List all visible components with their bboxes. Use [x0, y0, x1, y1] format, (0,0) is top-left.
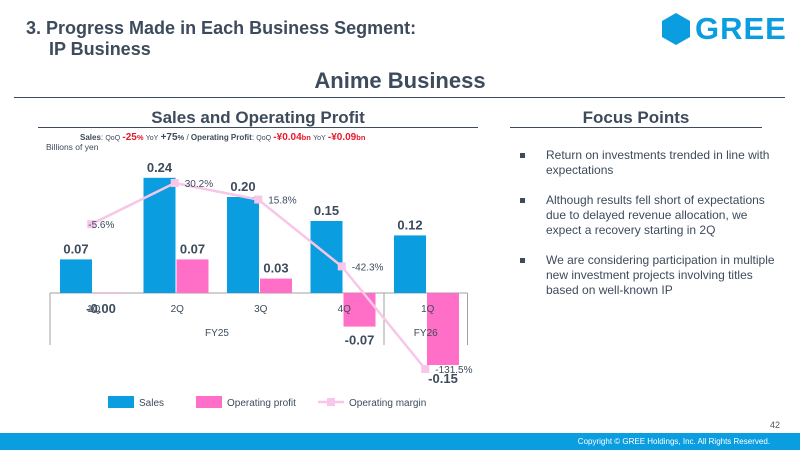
legend-sales-swatch: [108, 396, 134, 408]
summary-sales-yoy: +75: [160, 132, 178, 143]
operating-margin-label: 30.2%: [185, 179, 213, 190]
operating-profit-bar: [176, 259, 209, 293]
chart-heading: Sales and Operating Profit: [151, 108, 365, 127]
focus-points-list: Return on investments trended in line wi…: [520, 148, 775, 313]
operating-profit-value-label: -0.07: [345, 333, 375, 348]
slide-title-line2: IP Business: [49, 39, 151, 59]
summary-bn: bn: [301, 133, 311, 142]
sales-value-label: 0.12: [397, 217, 422, 232]
operating-margin-label: 15.8%: [268, 196, 296, 207]
hexagon-icon: [662, 13, 690, 45]
operating-margin-point: [254, 195, 263, 204]
logo-word: GREE: [695, 11, 787, 46]
x-tick-label: 4Q: [338, 304, 352, 315]
operating-profit-value-label: 0.03: [263, 261, 288, 276]
gree-logo: GREE: [660, 12, 787, 46]
focus-point-text: We are considering participation in mult…: [546, 253, 775, 297]
summary-sales-qoq: -25: [122, 132, 137, 143]
summary-op-yoy: -¥0.09: [327, 132, 357, 143]
operating-profit-bar: [427, 293, 459, 365]
sales-value-label: 0.24: [147, 160, 173, 175]
focus-point-item: Although results fell short of expectati…: [520, 193, 775, 238]
sales-value-label: 0.15: [314, 203, 339, 218]
sales-bar: [60, 259, 92, 293]
focus-point-text: Return on investments trended in line wi…: [546, 148, 770, 177]
copyright-text: Copyright © GREE Holdings, Inc. All Righ…: [577, 437, 770, 446]
operating-profit-bar: [343, 293, 376, 327]
square-bullet-icon: [520, 258, 525, 263]
summary-separator: /: [186, 133, 189, 142]
summary-op-label: Operating Profit: [190, 133, 252, 142]
operating-margin-point: [170, 179, 179, 187]
legend-sales-label: Sales: [139, 398, 164, 409]
sales-value-label: 0.20: [230, 179, 255, 194]
operating-margin-label: -5.6%: [88, 220, 114, 231]
chart-summary: Sales: QoQ -25% YoY +75% / Operating Pro…: [80, 132, 366, 143]
operating-margin-point: [421, 365, 430, 373]
summary-qoq-2: QoQ: [256, 135, 272, 142]
page-number: 42: [769, 420, 780, 430]
focus-heading: Focus Points: [582, 108, 690, 127]
summary-yoy: YoY: [145, 135, 159, 142]
summary-pct: %: [136, 133, 144, 142]
summary-pct-2: %: [177, 133, 185, 142]
operating-profit-bar: [93, 293, 125, 294]
sales-bar: [227, 197, 259, 293]
slide-title-line1: 3. Progress Made in Each Business Segmen…: [26, 18, 417, 38]
x-tick-label: 2Q: [171, 304, 185, 315]
legend-operating-profit-label: Operating profit: [227, 398, 296, 409]
section-title: Anime Business: [314, 68, 486, 93]
chart-heading-divider: [38, 127, 478, 128]
operating-profit-value-label: -0.15: [428, 371, 458, 386]
x-group-label: FY25: [205, 328, 229, 339]
focus-heading-divider: [510, 127, 762, 128]
focus-point-item: We are considering participation in mult…: [520, 253, 775, 298]
sales-value-label: 0.07: [63, 241, 88, 256]
focus-point-text: Although results fell short of expectati…: [546, 193, 765, 237]
x-tick-label: 1Q: [87, 304, 101, 315]
square-bullet-icon: [520, 153, 525, 158]
square-bullet-icon: [520, 198, 525, 203]
footer-bar: Copyright © GREE Holdings, Inc. All Righ…: [0, 433, 800, 450]
legend-operating-margin-marker: [327, 398, 335, 406]
section-divider: [14, 97, 785, 98]
operating-profit-value-label: -0.00: [86, 301, 116, 316]
operating-margin-point: [337, 262, 346, 271]
summary-bn-2: bn: [356, 133, 366, 142]
legend-operating-profit-swatch: [196, 396, 222, 408]
summary-yoy-2: YoY: [313, 135, 326, 142]
operating-profit-value-label: 0.07: [180, 241, 205, 256]
x-tick-label: 1Q: [421, 304, 435, 315]
operating-margin-point: [87, 220, 96, 229]
sales-bar: [310, 221, 343, 293]
y-axis-unit: Billions of yen: [46, 142, 99, 152]
summary-op-qoq: -¥0.04: [273, 132, 302, 143]
legend-operating-margin-label: Operating margin: [349, 398, 426, 409]
x-group-label: FY26: [414, 328, 438, 339]
summary-qoq: QoQ: [105, 135, 121, 142]
x-tick-label: 3Q: [254, 304, 268, 315]
focus-point-item: Return on investments trended in line wi…: [520, 148, 775, 178]
operating-profit-bar: [260, 278, 292, 293]
operating-margin-label: -131.5%: [435, 365, 472, 376]
sales-bar: [394, 235, 426, 293]
summary-sales-label: Sales: [80, 133, 101, 142]
operating-margin-label: -42.3%: [352, 262, 384, 273]
slide-title: 3. Progress Made in Each Business Segmen…: [26, 18, 416, 60]
